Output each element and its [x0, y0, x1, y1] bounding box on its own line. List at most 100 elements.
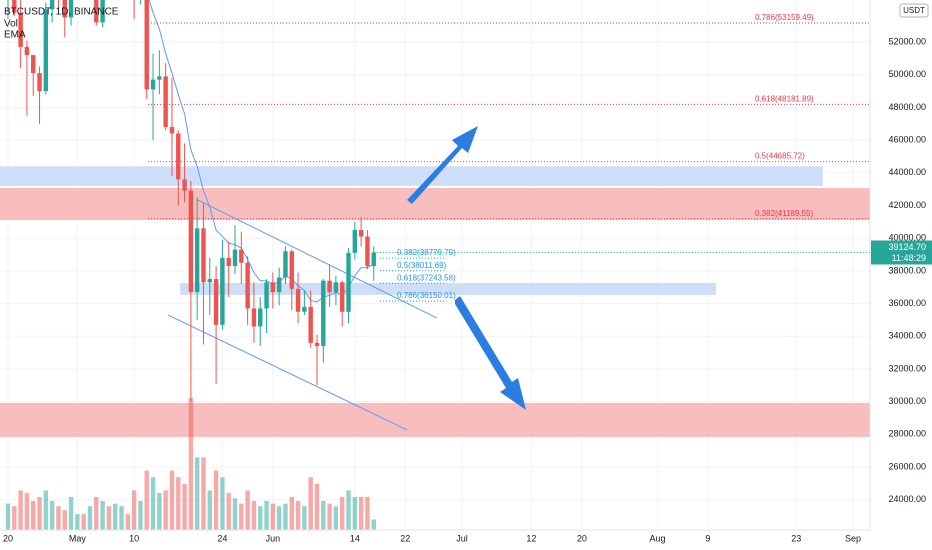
volume-bar: [144, 470, 149, 530]
candle-body: [358, 230, 364, 237]
candle-body: [62, 0, 67, 18]
candle-body: [94, 0, 99, 23]
volume-bar: [358, 497, 364, 530]
x-tick-label: 12: [526, 533, 536, 543]
volume-bar: [239, 503, 244, 530]
volume-bar: [308, 477, 313, 530]
volume-bar: [18, 490, 23, 530]
candle-body: [352, 230, 358, 253]
volume-bar: [56, 506, 61, 530]
countdown-label: 11:48:29: [892, 253, 926, 263]
volume-bar: [226, 493, 231, 530]
volume-bar: [289, 497, 294, 530]
candle-body: [314, 342, 320, 347]
volume-bar: [94, 497, 99, 530]
volume-bar: [31, 500, 36, 530]
volume-bar: [201, 457, 206, 530]
y-tick-label: 30000.00: [888, 396, 926, 406]
candle-body: [100, 0, 105, 23]
fib-label: 0.618(37243.58): [397, 273, 456, 282]
y-tick-label: 44000.00: [888, 167, 926, 177]
volume-bar: [264, 500, 269, 530]
x-tick-label: Aug: [649, 533, 665, 543]
volume-bar: [182, 483, 187, 530]
volume-bar: [371, 519, 376, 530]
currency-label[interactable]: USDT: [903, 6, 925, 15]
candle-body: [188, 190, 194, 293]
y-tick-label: 26000.00: [888, 461, 926, 471]
candle-body: [283, 251, 288, 278]
candle-body: [182, 179, 187, 191]
volume-bar: [232, 498, 238, 530]
arrow-down: [455, 296, 526, 410]
candle-body: [232, 249, 238, 266]
zone: [0, 166, 823, 186]
y-tick-label: 32000.00: [888, 363, 926, 373]
candle-body: [18, 12, 23, 47]
volume-bar: [340, 497, 345, 530]
candle-body: [176, 133, 181, 180]
volume-bar: [157, 493, 162, 530]
candle-body: [31, 55, 36, 74]
volume-bar: [125, 514, 131, 530]
y-tick-label: 34000.00: [888, 331, 926, 341]
candle-body: [163, 76, 168, 128]
last-price-label: 39124.70: [888, 242, 926, 252]
candle-body: [333, 282, 339, 293]
volume-bar: [24, 493, 30, 530]
volume-bar: [150, 477, 156, 530]
volume-bar: [112, 503, 118, 530]
volume-bar: [295, 500, 301, 530]
candle-body: [226, 257, 231, 266]
overlay: [407, 126, 526, 410]
volume-bar: [314, 483, 320, 530]
volume-bar: [283, 503, 288, 530]
candle-body: [12, 0, 17, 13]
volume-bar: [75, 514, 80, 530]
volume-bar: [327, 503, 332, 530]
zone: [0, 188, 870, 221]
channel-line: [197, 199, 438, 319]
volume-bar: [119, 506, 124, 530]
y-tick-label: 28000.00: [888, 429, 926, 439]
candle-body: [371, 252, 376, 266]
volume-bar: [245, 490, 250, 530]
volume-bar: [220, 477, 225, 530]
x-tick-label: 22: [400, 533, 410, 543]
candle-body: [340, 282, 345, 312]
candle-body: [270, 282, 276, 293]
volume-bar: [62, 510, 67, 530]
candle-body: [213, 279, 219, 325]
candle-body: [150, 79, 156, 90]
volume-bar: [207, 490, 212, 530]
candle-body: [49, 0, 55, 10]
y-tick-label: 52000.00: [888, 36, 926, 46]
currency-box[interactable]: [899, 3, 929, 18]
fib-label: 0.618(48181.89): [755, 95, 814, 104]
volume-bar: [5, 503, 11, 530]
fib-label: 0.786(36150.01): [397, 291, 456, 300]
volume-bar: [49, 500, 55, 530]
candle-body: [144, 0, 149, 90]
x-tick-label: May: [69, 533, 87, 543]
volume-bar: [302, 506, 307, 530]
volume-bar: [276, 506, 282, 530]
indicator-label: Vol: [4, 19, 18, 30]
x-tick-label: 9: [705, 533, 710, 543]
candle-body: [157, 76, 162, 80]
x-tick-label: Jun: [266, 533, 281, 543]
zone: [0, 402, 870, 437]
y-tick-label: 36000.00: [888, 298, 926, 308]
volume-bar: [43, 490, 49, 530]
y-tick-label: 40000.00: [888, 233, 926, 243]
candle-body: [365, 236, 370, 266]
candle-body: [207, 279, 212, 283]
fib-label: 0.5(38011.69): [397, 261, 447, 270]
volume-bar: [37, 497, 42, 530]
arrow-up: [407, 126, 478, 204]
volume-bar: [163, 490, 168, 530]
volume-bar: [68, 497, 74, 530]
candle-body: [239, 249, 244, 263]
volume-bar: [87, 506, 93, 530]
